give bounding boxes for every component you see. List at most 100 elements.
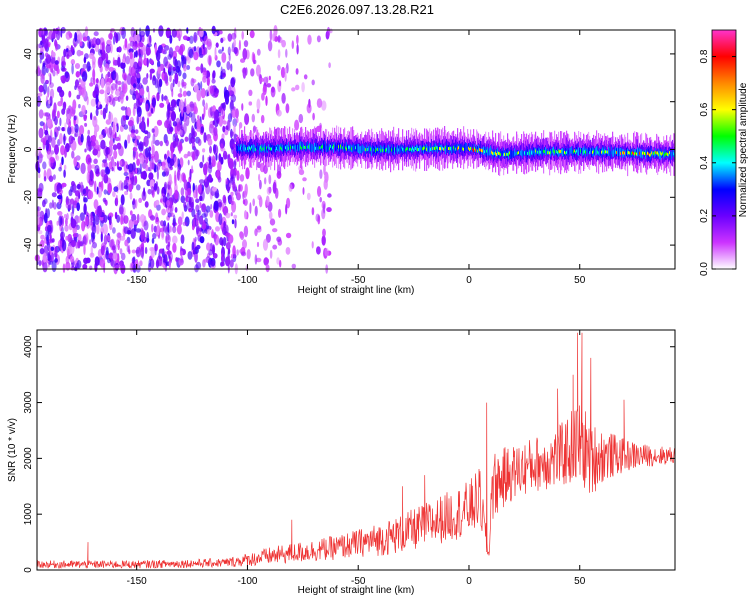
- spectrogram-noise-cell: [48, 175, 54, 182]
- spectrogram-signal-cell: [298, 144, 300, 153]
- spectrogram-signal-peak: [321, 145, 323, 149]
- spectrogram-noise-cell: [123, 226, 129, 234]
- spectrogram-signal-cell: [343, 146, 345, 152]
- spectrogram-noise-cell: [254, 205, 258, 217]
- spectrogram-noise-cell: [185, 190, 188, 196]
- spectrogram-noise-cell: [70, 45, 74, 53]
- spectrogram-signal-peak: [288, 147, 290, 151]
- spectrogram-noise-cell: [296, 34, 299, 45]
- spectrogram-signal-peak: [385, 148, 387, 152]
- spectrogram-noise-cell: [206, 77, 210, 87]
- spectrogram-signal-cell: [356, 143, 358, 152]
- spectrogram-noise-cell: [129, 192, 133, 200]
- spectrogram-noise-cell: [136, 213, 140, 224]
- spectrogram-noise-cell: [256, 241, 260, 248]
- spectrogram-noise-cell: [66, 107, 71, 114]
- spectrogram-noise-cell: [89, 82, 94, 87]
- spectrogram-noise-cell: [298, 113, 304, 124]
- spectrogram-signal-cell: [600, 148, 602, 156]
- spectrogram-signal-cell: [430, 143, 432, 152]
- spectrogram-signal-peak: [598, 151, 600, 155]
- spectrogram-signal-cell: [438, 146, 440, 152]
- spectrogram-noise-cell: [183, 106, 187, 112]
- spectrogram-noise-cell: [166, 109, 170, 120]
- spectrogram-noise-cell: [48, 30, 54, 40]
- spectrogram-signal-peak: [666, 152, 668, 156]
- spectrogram-noise-cell: [191, 78, 197, 83]
- spectrogram-noise-cell: [70, 59, 76, 65]
- spectrogram-signal-cell: [361, 145, 363, 155]
- spectrogram-noise-cell: [92, 61, 96, 70]
- spectrogram-noise-cell: [40, 239, 45, 248]
- spectrogram-noise-cell: [124, 190, 129, 196]
- spectrogram-noise-cell: [161, 94, 164, 102]
- spectrogram-noise-cell: [245, 167, 250, 180]
- spectrogram-signal-peak: [236, 147, 238, 151]
- spectrogram-noise-cell: [147, 188, 152, 195]
- spectrogram-noise-cell: [145, 47, 152, 56]
- spectrogram-signal-peak: [556, 150, 558, 153]
- spectrogram-signal-peak: [365, 148, 367, 152]
- spectrogram-noise-cell: [57, 126, 61, 131]
- spectrogram-signal-cell: [621, 147, 623, 154]
- spectrogram-noise-cell: [221, 102, 226, 109]
- spectrogram-noise-cell: [125, 177, 129, 183]
- spectrogram-noise-cell: [112, 138, 115, 144]
- spectrogram-signal-cell: [500, 149, 502, 154]
- spectrogram-signal-peak: [515, 152, 517, 156]
- spectrogram-signal-cell: [299, 142, 301, 151]
- spectrogram-signal-peak: [602, 149, 604, 153]
- spectrogram-noise-cell: [49, 156, 56, 163]
- spectrogram-noise-cell: [248, 89, 253, 97]
- spectrogram-signal-cell: [419, 145, 421, 152]
- spectrogram-noise-cell: [135, 67, 139, 74]
- spectrogram-noise-cell: [179, 88, 182, 94]
- spectrogram-noise-cell: [117, 56, 121, 68]
- spectrogram-noise-cell: [180, 234, 185, 244]
- spectrogram-signal-peak: [550, 151, 552, 154]
- spectrogram-noise-cell: [172, 225, 177, 234]
- spectrogram-noise-cell: [76, 94, 81, 100]
- spectrogram-noise-cell: [100, 245, 105, 256]
- spectrogram-signal-peak: [332, 146, 334, 150]
- spectrogram-noise-cell: [112, 253, 118, 261]
- spectrogram-signal-cell: [364, 146, 366, 152]
- spectrogram-signal-cell: [310, 143, 312, 152]
- spectrogram-noise-cell: [113, 117, 118, 125]
- spectrogram-signal-cell: [489, 148, 491, 156]
- spectrogram-signal-cell: [562, 148, 564, 156]
- spectrogram-noise-cell: [37, 92, 43, 97]
- spectrogram-signal-peak: [376, 147, 378, 151]
- spectrogram-signal-peak: [377, 148, 379, 151]
- spectrogram-signal-cell: [502, 150, 504, 156]
- spectrogram-noise-cell: [121, 27, 126, 39]
- spectrogram-noise-cell: [181, 81, 187, 87]
- spectrogram-noise-cell: [106, 39, 112, 45]
- spectrogram-noise-cell: [114, 72, 119, 84]
- spectrogram-signal-peak: [673, 152, 675, 156]
- snr-y-axis-label: SNR (10 * v/v): [7, 418, 18, 482]
- spectrogram-signal-peak: [422, 147, 424, 151]
- spectrogram-noise-cell: [126, 107, 132, 118]
- spectrogram-signal-cell: [476, 144, 478, 153]
- spectrogram-noise-cell: [158, 251, 161, 260]
- spectrogram-noise-cell: [63, 48, 67, 58]
- spectrogram-noise-cell: [217, 176, 222, 183]
- spectrogram-signal-cell: [567, 148, 569, 157]
- spectrogram-signal-cell: [347, 144, 349, 152]
- spectrogram-signal-peak: [468, 146, 470, 150]
- spectrogram-noise-cell: [146, 117, 150, 128]
- spectrogram-noise-cell: [232, 143, 237, 148]
- spectrogram-signal-peak: [547, 151, 549, 155]
- spectrogram-noise-cell: [192, 249, 196, 255]
- spectrogram-signal-cell: [574, 148, 576, 157]
- spectrogram-noise-cell: [121, 58, 126, 64]
- spectrogram-noise-cell: [218, 30, 223, 35]
- spectrogram-signal-peak: [486, 149, 488, 153]
- spectrogram-signal-peak: [448, 147, 450, 151]
- spectrogram-noise-cell: [238, 39, 241, 51]
- spectrogram-signal-peak: [424, 146, 426, 150]
- spectrogram-noise-cell: [125, 95, 129, 101]
- spectrogram-signal-cell: [313, 145, 315, 151]
- spectrogram-signal-peak: [308, 145, 310, 149]
